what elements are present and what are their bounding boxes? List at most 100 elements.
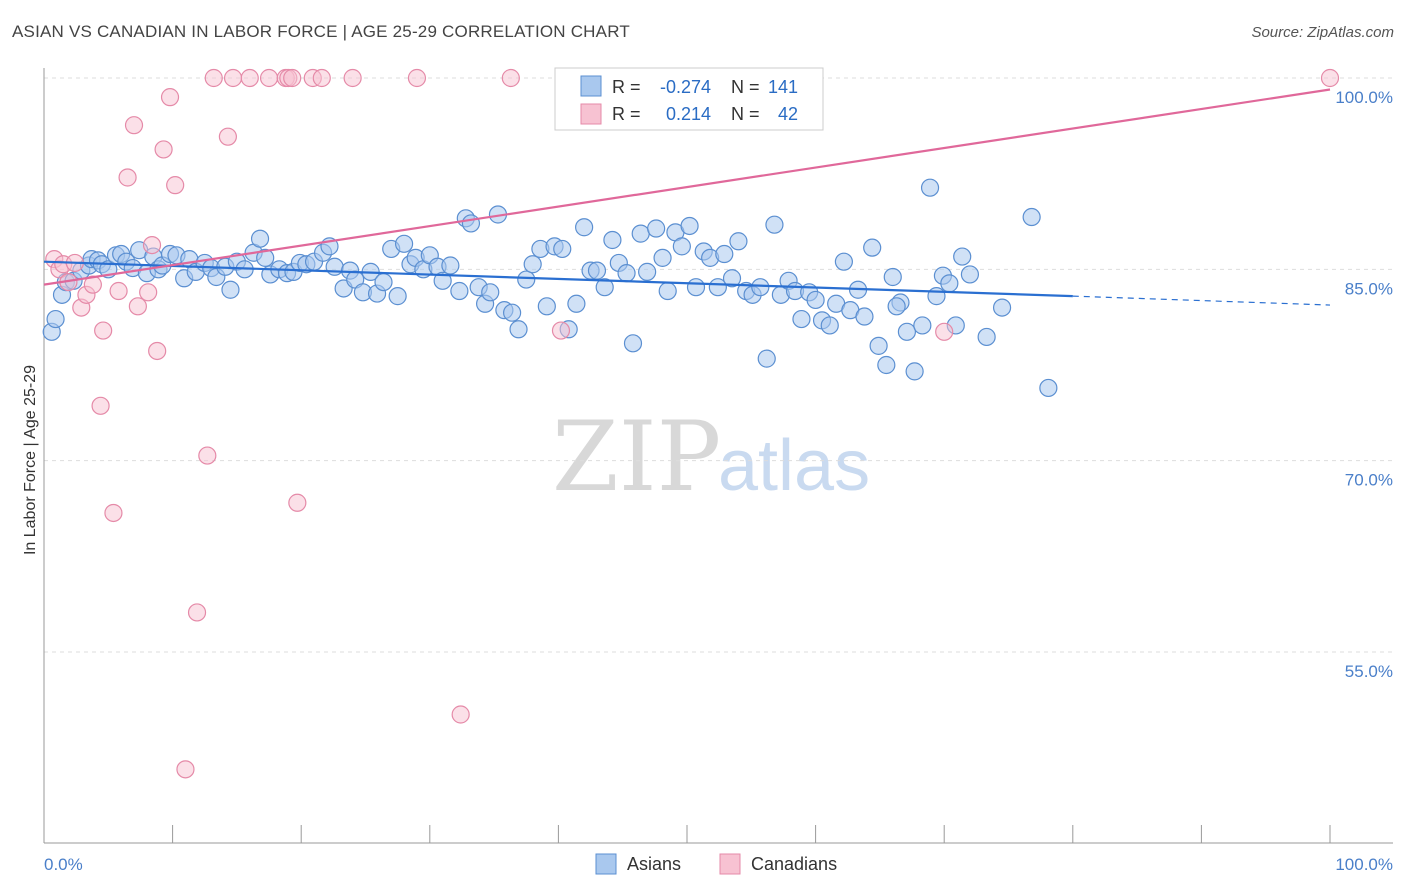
canadian-point-8 xyxy=(91,396,110,415)
asian-point-71 xyxy=(509,320,528,339)
canadian-point-28 xyxy=(259,68,279,88)
legend-r-value-asians: -0.274 xyxy=(660,77,711,97)
asian-point-87 xyxy=(623,334,643,353)
legend-swatch-canadians xyxy=(580,103,602,125)
legend-n-value-canadians: 42 xyxy=(778,104,798,124)
canadian-point-35 xyxy=(343,68,362,88)
canadian-point-19 xyxy=(160,88,180,107)
asian-point-113 xyxy=(806,290,825,310)
legend-r-label-asians: R = xyxy=(612,77,641,97)
asian-point-83 xyxy=(595,278,614,297)
y-tick-label-100: 100.0% xyxy=(1335,88,1393,107)
y-axis-title: In Labor Force | Age 25-29 xyxy=(22,365,39,555)
asian-point-138 xyxy=(1022,207,1041,227)
canadian-point-39 xyxy=(551,321,571,340)
asian-point-99 xyxy=(708,278,727,297)
asian-point-102 xyxy=(729,232,748,251)
asian-point-134 xyxy=(953,247,972,266)
asian-point-34 xyxy=(256,248,275,267)
legend-n-label-asians: N = xyxy=(731,77,760,97)
canadian-point-18 xyxy=(154,140,173,159)
legend-bottom-swatch-canadians xyxy=(719,853,741,875)
asian-point-51 xyxy=(374,272,393,292)
chart-title: ASIAN VS CANADIAN IN LABOR FORCE | AGE 2… xyxy=(12,22,630,41)
asian-point-135 xyxy=(960,265,980,284)
asian-point-140 xyxy=(887,297,906,316)
asian-point-126 xyxy=(897,322,917,341)
asian-point-120 xyxy=(855,307,874,326)
asian-point-84 xyxy=(603,230,622,250)
asian-point-105 xyxy=(751,278,770,297)
watermark-atlas: atlas xyxy=(718,426,870,506)
legend-bottom: Asians Canadians xyxy=(595,853,837,875)
x-tick-label-min: 0.0% xyxy=(44,855,83,874)
asian-point-80 xyxy=(575,218,594,237)
legend-r-value-canadians: 0.214 xyxy=(666,104,711,124)
canadian-point-21 xyxy=(176,760,195,779)
canadian-point-38 xyxy=(501,68,520,88)
asian-point-106 xyxy=(757,349,776,368)
asian-point-73 xyxy=(523,255,542,274)
canadian-point-41 xyxy=(1320,68,1340,88)
asian-point-95 xyxy=(680,216,699,236)
asian-point-92 xyxy=(658,281,677,301)
asian-point-62 xyxy=(450,281,469,301)
canadian-point-12 xyxy=(118,168,137,187)
asian-point-88 xyxy=(631,224,650,243)
watermark-zip: ZIP xyxy=(552,401,721,513)
legend-n-value-asians: 141 xyxy=(768,77,798,97)
asian-point-96 xyxy=(686,278,706,297)
asian-point-54 xyxy=(394,234,414,253)
asian-point-121 xyxy=(863,238,882,257)
canadian-point-24 xyxy=(204,68,223,88)
asian-point-137 xyxy=(992,298,1012,317)
axes xyxy=(43,68,1393,844)
canadians-points xyxy=(45,68,1340,779)
canadian-point-36 xyxy=(407,68,427,88)
source-label: Source: ZipAtlas.com xyxy=(1251,24,1394,41)
asian-point-100 xyxy=(715,244,734,264)
asian-point-90 xyxy=(647,219,666,238)
asian-point-123 xyxy=(877,355,896,375)
asian-point-79 xyxy=(567,294,586,313)
asian-point-70 xyxy=(503,303,522,322)
asian-point-129 xyxy=(920,178,940,197)
asian-point-132 xyxy=(940,274,959,293)
asian-point-107 xyxy=(765,215,784,234)
asian-trend-line-extension xyxy=(1072,295,1331,306)
canadian-point-25 xyxy=(218,127,237,146)
canadian-point-37 xyxy=(451,705,470,724)
legend-bottom-label-canadians: Canadians xyxy=(751,854,837,874)
asian-point-1 xyxy=(46,309,65,329)
asian-point-75 xyxy=(537,297,556,316)
asian-point-82 xyxy=(587,261,607,280)
canadian-point-32 xyxy=(288,493,307,512)
asians-points xyxy=(42,178,1058,398)
canadian-point-34 xyxy=(312,68,331,88)
canadian-point-16 xyxy=(142,235,162,255)
canadian-point-10 xyxy=(104,503,123,523)
asian-point-115 xyxy=(820,316,839,335)
y-tick-label-85: 85.0% xyxy=(1345,279,1393,298)
asian-point-111 xyxy=(792,309,811,329)
asian-point-53 xyxy=(388,287,407,306)
asian-trend-line xyxy=(43,260,1073,298)
asian-point-44 xyxy=(325,257,344,276)
canadian-point-40 xyxy=(935,322,954,341)
canadian-point-22 xyxy=(187,603,207,622)
asian-point-89 xyxy=(638,262,657,281)
canadian-point-13 xyxy=(124,116,144,135)
canadian-point-31 xyxy=(283,68,302,88)
legend-swatch-asians xyxy=(580,75,602,97)
canadian-point-27 xyxy=(240,68,259,88)
asian-point-77 xyxy=(553,239,572,259)
legend-n-label-canadians: N = xyxy=(731,104,760,124)
canadian-point-23 xyxy=(198,446,217,465)
canadian-point-11 xyxy=(109,281,128,301)
asian-point-61 xyxy=(441,256,460,275)
asian-point-130 xyxy=(927,287,946,306)
y-tick-label-70: 70.0% xyxy=(1345,471,1393,490)
asian-point-72 xyxy=(517,270,536,289)
canadian-point-26 xyxy=(223,68,243,88)
